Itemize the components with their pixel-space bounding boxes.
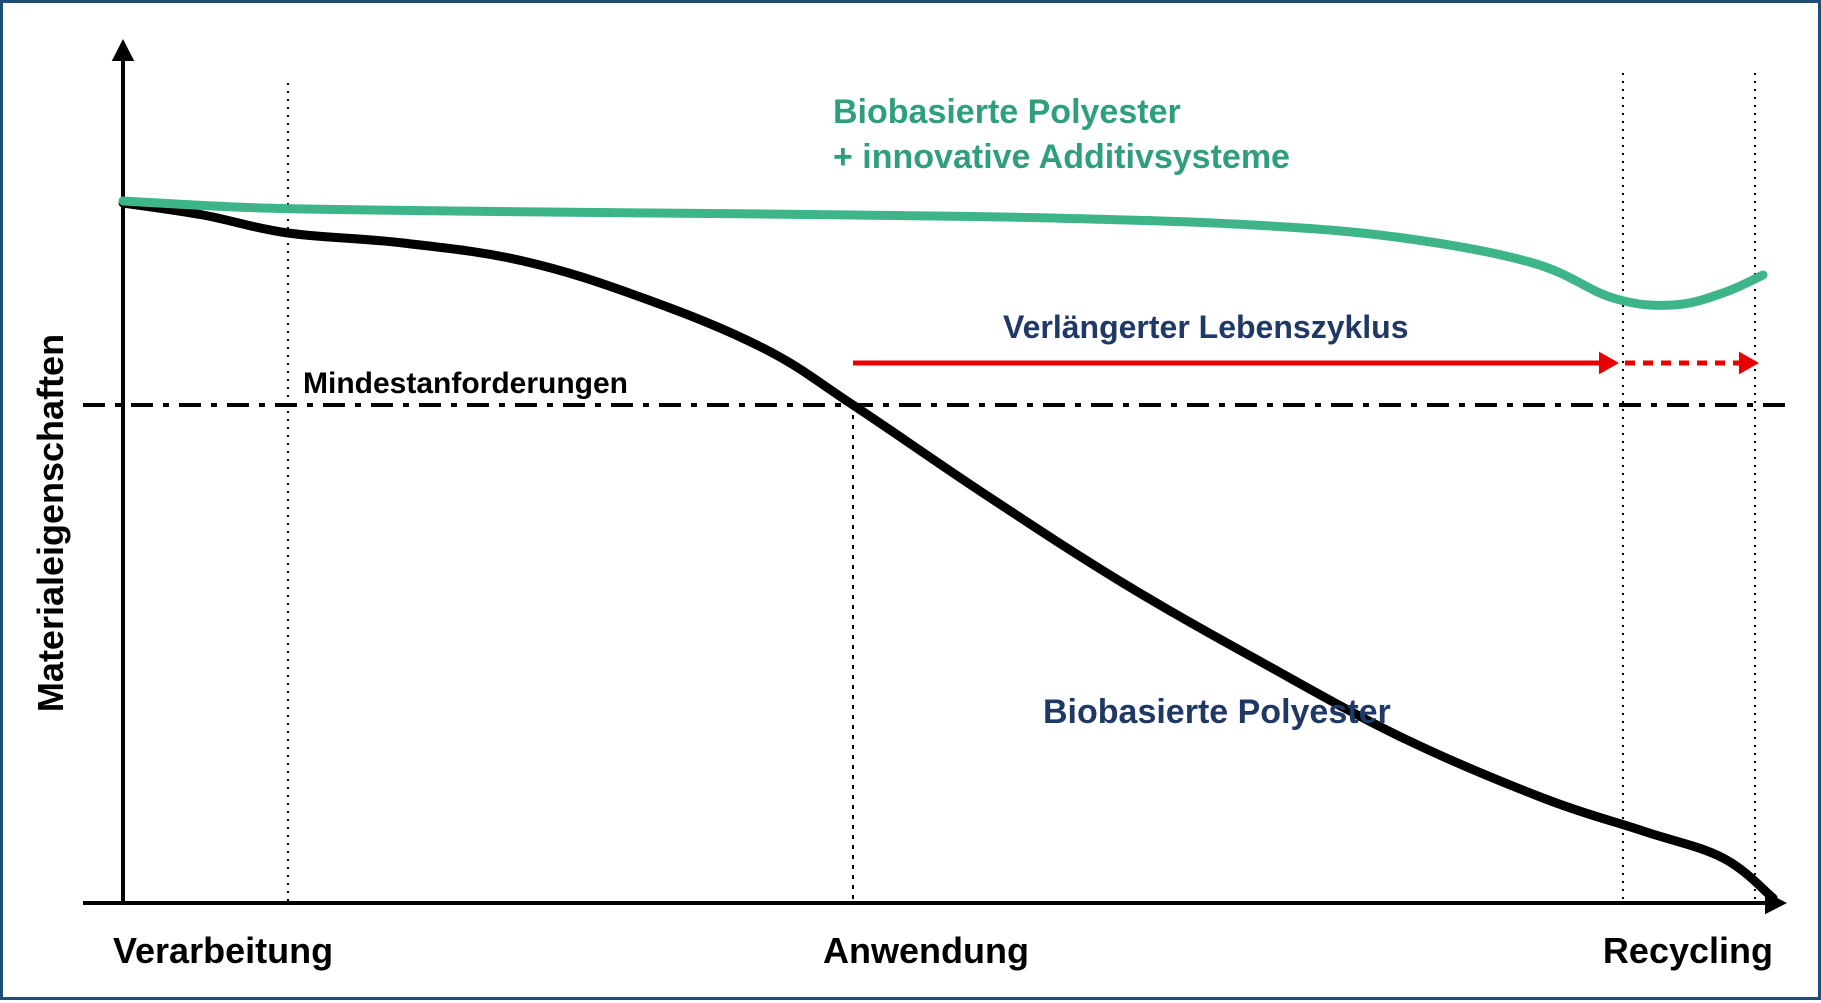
threshold-label: Mindestanforderungen xyxy=(303,367,628,400)
extended-arrow-label: Verlängerter Lebenszyklus xyxy=(1003,309,1409,345)
extended-arrow-head-1 xyxy=(1599,352,1619,375)
x-axis-label-1: Anwendung xyxy=(823,930,1029,971)
curve-black-label: Biobasierte Polyester xyxy=(1043,693,1391,731)
y-axis-label: Materialeigenschaften xyxy=(30,334,71,712)
x-axis-label-2: Recycling xyxy=(1603,930,1773,971)
chart-svg: Mindestanforderungen Biobasierte Polyeste… xyxy=(3,3,1821,1003)
x-axis-label-0: Verarbeitung xyxy=(113,930,333,971)
curve-green xyxy=(123,201,1763,305)
curve-green-label-1: Biobasierte Polyester xyxy=(833,93,1181,131)
y-axis-arrow xyxy=(112,39,135,61)
curve-green-label-2: + innovative Additivsysteme xyxy=(833,138,1290,176)
chart-frame: Mindestanforderungen Biobasierte Polyeste… xyxy=(0,0,1821,1000)
curve-black xyxy=(123,203,1773,898)
